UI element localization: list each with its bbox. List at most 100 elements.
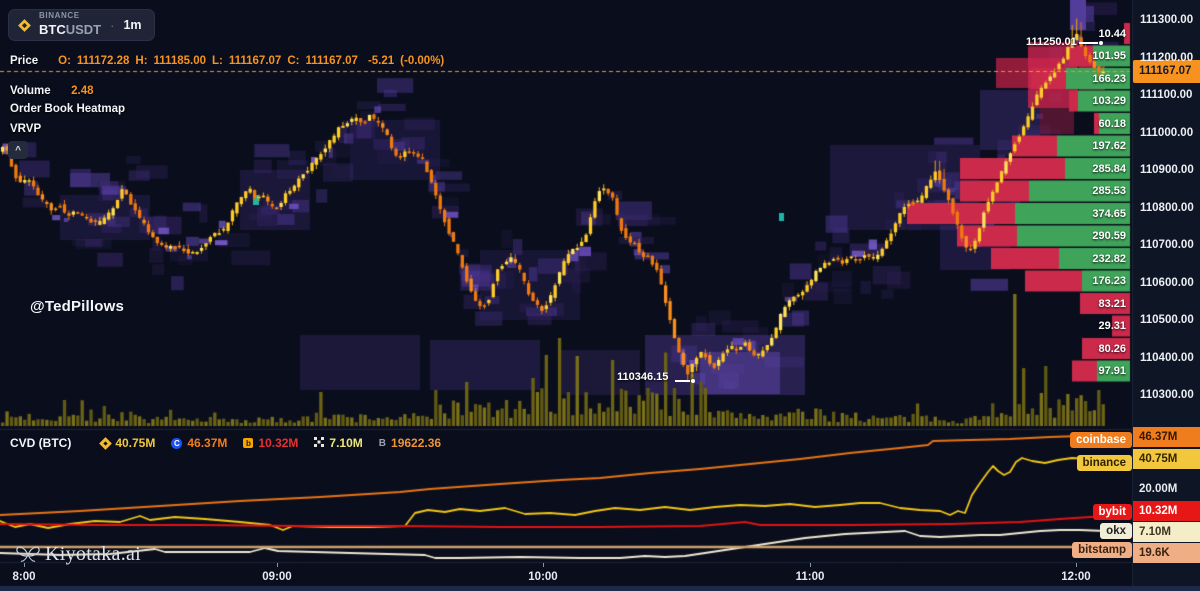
butterfly-icon	[16, 545, 40, 562]
cvd-scale-label: 19.6K	[1133, 543, 1200, 563]
price-tick-label: 110300.00	[1140, 389, 1194, 401]
cvd-legend-item-okx[interactable]: 7.10M	[314, 434, 363, 452]
swing-low-line	[675, 380, 690, 382]
swing-high-dot	[1099, 40, 1103, 45]
price-tick-label: 110600.00	[1140, 276, 1194, 289]
cvd-legend-item-binance[interactable]: 40.75M	[99, 436, 156, 450]
change-pct-value: (-0.00%)	[400, 55, 445, 67]
cvd-scale-label: 7.10M	[1133, 522, 1200, 542]
open-value: 111172.28	[76, 55, 130, 67]
separator-dot: ·	[110, 17, 115, 33]
bybit-icon: b	[243, 438, 254, 448]
price-tick-label: 110700.00	[1140, 239, 1194, 251]
order-book-heatmap-label: Order Book Heatmap	[10, 103, 126, 115]
swing-low-dot	[691, 378, 695, 383]
time-tick-mark	[277, 563, 278, 567]
price-tick-label: 111300.00	[1140, 14, 1194, 26]
coinbase-icon: C	[171, 437, 183, 449]
time-tick-mark	[810, 563, 811, 567]
close-value: 111167.07	[305, 55, 358, 67]
time-tick-label: 8:00	[12, 571, 36, 583]
symbol-selector[interactable]: BINANCE BTCUSDT · 1m	[8, 9, 155, 41]
vrvp-row-label: 80.26	[1098, 342, 1126, 355]
cvd-legend-item-coinbase[interactable]: C 46.37M	[171, 436, 227, 450]
volume-row: Volume 2.48	[10, 81, 94, 99]
price-tick-label: 111100.00	[1140, 89, 1193, 101]
time-tick-mark	[543, 563, 544, 567]
high-label: H:	[135, 55, 148, 67]
price-tick-label: 111000.00	[1140, 126, 1194, 139]
vrvp-row-label: 197.62	[1092, 140, 1126, 152]
price-tick-label: 110500.00	[1140, 314, 1194, 326]
cvd-legend-value: 19622.36	[391, 436, 442, 450]
time-tick-label: 12:00	[1061, 571, 1091, 583]
time-tick-mark	[1076, 563, 1077, 567]
binance-icon	[99, 436, 113, 450]
cvd-scale-label: 46.37M	[1133, 427, 1200, 447]
vrvp-row-label: 60.18	[1098, 117, 1126, 130]
vrvp-label: VRVP	[10, 123, 42, 135]
cvd-tag-binance: binance	[1076, 455, 1132, 471]
swing-high-annotation: 111250.01	[1026, 36, 1077, 48]
cvd-tag-okx: okx	[1100, 523, 1132, 539]
volume-value: 2.48	[71, 85, 94, 97]
vrvp-row-label: 285.53	[1092, 185, 1126, 197]
cvd-title: CVD (BTC)	[10, 436, 72, 450]
binance-logo-icon	[18, 18, 31, 32]
okx-icon	[314, 434, 325, 452]
vrvp-row-label: 29.31	[1098, 320, 1126, 332]
price-ohlc-row: Price O: 111172.28 H: 111185.00 L: 11116…	[10, 55, 444, 67]
change-value: -5.21	[367, 55, 395, 67]
price-tick-label: 110800.00	[1140, 201, 1194, 214]
cvd-scale-label: 40.75M	[1133, 449, 1200, 469]
cvd-legend-value: 46.37M	[187, 436, 228, 450]
cvd-legend-value: 10.32M	[258, 436, 299, 450]
vrvp-row-label: 83.21	[1098, 297, 1126, 310]
price-tick-label: 111200.00	[1140, 51, 1194, 64]
vrvp-row-label: 176.23	[1092, 275, 1126, 287]
cvd-indicator-row: CVD (BTC) 40.75M C 46.37M b 10.32M 7.10M B 1962…	[10, 434, 441, 452]
cvd-legend-value: 40.75M	[115, 436, 156, 450]
price-tick-label: 110400.00	[1140, 351, 1194, 364]
cvd-tag-bitstamp: bitstamp	[1072, 542, 1132, 558]
swing-high-line	[1079, 42, 1098, 44]
collapse-indicators-button[interactable]: ^	[8, 141, 28, 159]
volume-label: Volume	[10, 85, 51, 97]
vrvp-row-label: 10.44	[1098, 27, 1126, 40]
low-label: L:	[212, 55, 223, 67]
exchange-label: BINANCE	[39, 11, 80, 20]
cvd-tag-coinbase: coinbase	[1070, 432, 1132, 448]
cvd-tag-bybit: bybit	[1092, 504, 1132, 520]
pair-label: BTCUSDT	[39, 22, 102, 37]
vrvp-row-label: 103.29	[1092, 95, 1126, 107]
close-label: C:	[287, 55, 300, 67]
vrvp-row-label: 374.65	[1092, 207, 1126, 220]
time-tick-label: 10:00	[528, 571, 558, 583]
vrvp-row-label: 285.84	[1092, 162, 1126, 175]
brand-name: Kiyotaka.ai	[45, 543, 142, 565]
cvd-scale-label: 10.32M	[1133, 501, 1200, 521]
cvd-legend-value: 7.10M	[329, 436, 363, 450]
price-label: Price	[10, 55, 39, 67]
price-tick-label: 110900.00	[1140, 164, 1194, 176]
bitstamp-icon: B	[378, 437, 387, 449]
time-tick-label: 09:00	[262, 571, 292, 583]
watermark: @TedPillows	[30, 298, 125, 315]
vrvp-row-label: 97.91	[1098, 365, 1126, 377]
swing-low-annotation: 110346.15	[617, 371, 669, 383]
time-tick-label: 11:00	[795, 571, 825, 583]
current-price-label: 111167.07	[1133, 59, 1200, 83]
vrvp-row-label: 101.95	[1092, 50, 1126, 62]
cvd-legend-item-bybit[interactable]: b 10.32M	[243, 436, 298, 450]
cvd-scale-label: 20.00M	[1139, 483, 1178, 495]
vrvp-row-label: 290.59	[1092, 230, 1126, 242]
interval-selector[interactable]: 1m	[123, 18, 142, 32]
vrvp-row-label: 232.82	[1092, 252, 1126, 265]
open-label: O:	[58, 55, 71, 67]
time-tick-mark	[24, 563, 25, 567]
brand-logo: Kiyotaka.ai	[16, 543, 141, 566]
cvd-legend-item-bitstamp[interactable]: B 19622.36	[379, 436, 441, 450]
